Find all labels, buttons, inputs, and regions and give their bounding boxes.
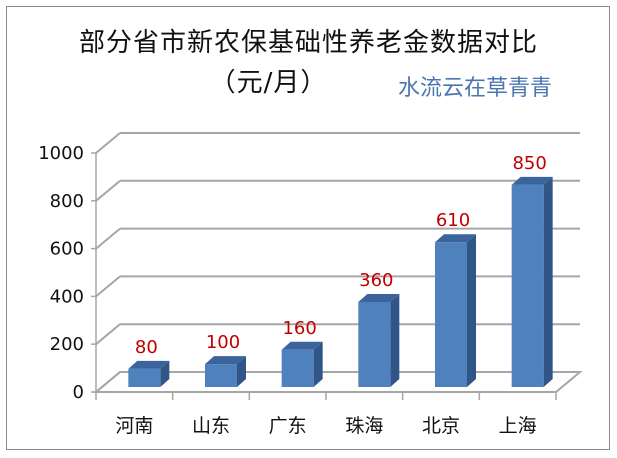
bar-side <box>467 234 476 387</box>
data-label: 100 <box>206 332 240 353</box>
gridline-diagonal <box>95 132 121 154</box>
bar-side <box>543 176 553 387</box>
bar <box>281 349 314 387</box>
bar-top <box>205 356 246 365</box>
data-label: 850 <box>512 153 546 174</box>
y-tick-label: 800 <box>50 191 84 212</box>
watermark-text: 水流云在草青青 <box>398 76 553 101</box>
bar-top <box>281 341 323 350</box>
chart-title: 部分省市新农保基础性养老金数据对比 <box>78 28 538 58</box>
data-label: 80 <box>135 337 158 358</box>
y-tick-label: 0 <box>73 382 84 403</box>
data-label: 360 <box>359 270 393 291</box>
bar <box>435 242 467 387</box>
gridline-diagonal <box>95 180 121 202</box>
y-tick-label: 1000 <box>38 143 84 164</box>
x-category-label: 河南 <box>115 415 153 437</box>
bar-top <box>511 176 553 185</box>
x-category-label: 北京 <box>422 415 460 437</box>
gridline-diagonal <box>95 323 121 345</box>
gridline-diagonal <box>95 275 121 298</box>
y-tick-label: 400 <box>50 286 84 307</box>
bar <box>128 368 161 387</box>
bar-top <box>128 360 170 369</box>
x-category-label: 广东 <box>269 415 307 437</box>
bar-top <box>435 234 476 243</box>
bar-side <box>390 293 400 387</box>
bar-top <box>358 293 400 302</box>
x-category-label: 上海 <box>499 415 537 437</box>
data-label: 160 <box>282 318 316 339</box>
y-tick-label: 600 <box>50 239 84 260</box>
x-category-label: 珠海 <box>345 415 383 437</box>
data-label: 610 <box>436 210 470 231</box>
gridline-diagonal <box>95 227 121 250</box>
bar-side <box>160 360 170 387</box>
bar <box>358 301 391 387</box>
bar <box>511 184 544 387</box>
bar <box>205 364 237 387</box>
chart-subtitle: （元/月） <box>209 68 328 98</box>
bar-side <box>237 356 246 387</box>
bar-side <box>313 341 323 387</box>
x-category-label: 山东 <box>192 415 230 437</box>
y-tick-label: 200 <box>50 334 84 355</box>
